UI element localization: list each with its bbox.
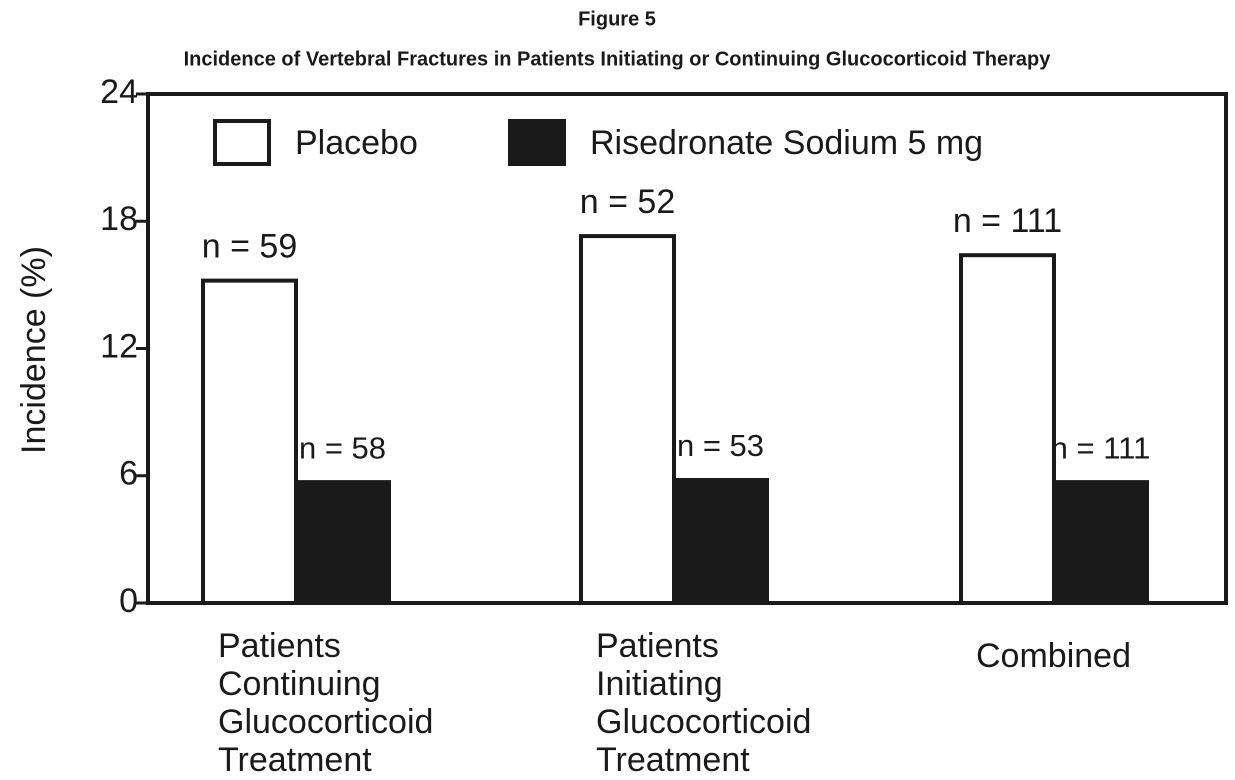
legend-label: Risedronate Sodium 5 mg xyxy=(590,124,983,162)
y-tick-label: 12 xyxy=(100,327,138,365)
bar-annotation: n = 59 xyxy=(202,228,297,266)
x-tick-label: Combined xyxy=(976,637,1131,675)
plot-frame xyxy=(146,92,1228,605)
chart-subtitle: Incidence of Vertebral Fractures in Pati… xyxy=(184,48,1052,70)
x-tick-label: Treatment xyxy=(596,741,750,779)
bar-annotation: n = 58 xyxy=(299,430,386,465)
y-axis-label: Incidence (%) xyxy=(15,246,53,454)
bar xyxy=(294,480,391,605)
legend-swatch xyxy=(213,119,271,166)
legend-swatch xyxy=(508,119,566,166)
y-tick-label: 18 xyxy=(100,200,138,238)
chart-title: Figure 5 xyxy=(578,8,656,30)
legend-label: Placebo xyxy=(295,124,418,162)
bar xyxy=(1052,480,1149,605)
x-tick-label: Glucocorticoid xyxy=(218,703,433,741)
bar-annotation: n = 52 xyxy=(580,183,675,221)
bar xyxy=(201,278,298,605)
bar-annotation: n = 53 xyxy=(677,428,764,463)
bar xyxy=(579,234,676,606)
y-tick-label: 24 xyxy=(100,73,138,111)
x-tick-label: Patients xyxy=(218,627,341,665)
bar xyxy=(672,477,769,605)
y-tick-label: 6 xyxy=(119,455,138,493)
bar-annotation: n = 111 xyxy=(953,202,1062,240)
x-tick-label: Initiating xyxy=(596,665,723,703)
x-tick-label: Glucocorticoid xyxy=(596,703,811,741)
bar-annotation: n = 111 xyxy=(1051,430,1151,465)
x-tick-label: Patients xyxy=(596,627,719,665)
x-tick-label: Continuing xyxy=(218,665,381,703)
y-tick-label: 0 xyxy=(119,582,138,620)
x-tick-label: Treatment xyxy=(218,741,372,779)
bar xyxy=(959,253,1056,606)
